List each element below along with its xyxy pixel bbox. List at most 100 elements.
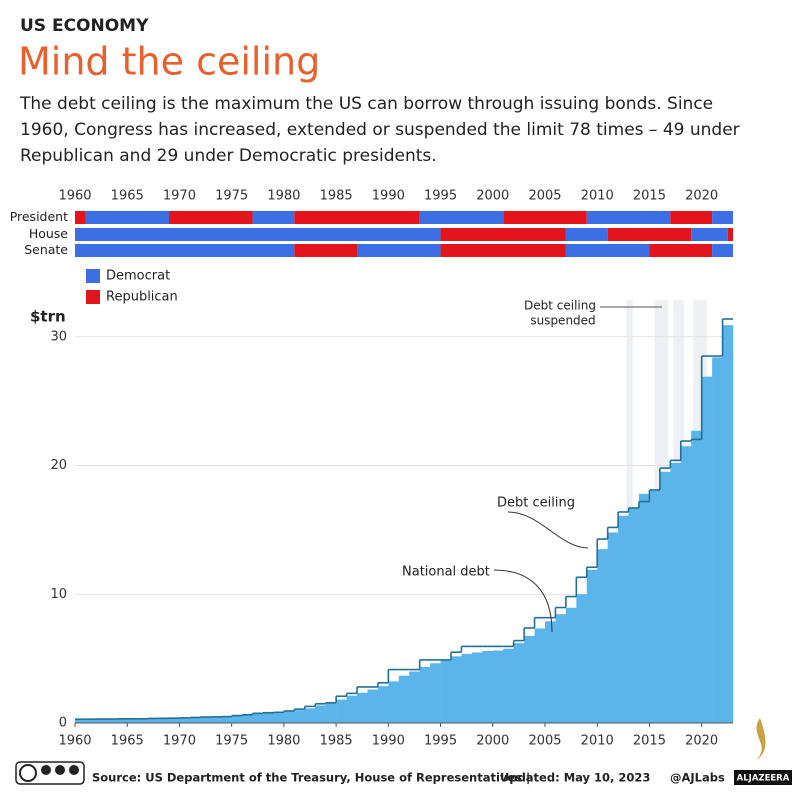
debt-bar <box>680 446 692 723</box>
debt-bar <box>712 357 723 723</box>
row-label: Senate <box>24 242 68 257</box>
debt-bar <box>576 594 588 723</box>
debt-bar <box>95 719 107 723</box>
control-segment <box>85 211 169 224</box>
annotation: suspended <box>530 314 595 328</box>
control-segment <box>419 211 504 224</box>
debt-bar <box>231 716 243 723</box>
control-segment <box>691 228 728 241</box>
debt-bar <box>377 686 389 723</box>
debt-bar <box>336 699 347 723</box>
debt-bar <box>451 656 462 723</box>
x-tick-label: 2005 <box>528 189 561 204</box>
debt-bar <box>221 716 232 723</box>
chart-title: Mind the ceiling <box>18 40 320 84</box>
debt-bar <box>169 718 180 723</box>
debt-bar <box>294 710 306 723</box>
leader-line <box>493 569 553 633</box>
updated: Updated: May 10, 2023 <box>500 771 650 785</box>
debt-bar <box>471 652 483 723</box>
x-tick-label: 2010 <box>581 189 614 204</box>
control-segment <box>357 244 441 257</box>
debt-bar <box>618 515 629 723</box>
debt-bar <box>357 692 368 723</box>
debt-bar <box>503 648 514 723</box>
x-tick-label: 1960 <box>58 734 91 749</box>
control-segment <box>712 244 733 257</box>
debt-bar <box>283 711 295 723</box>
control-segment <box>440 244 566 257</box>
row-label: House <box>29 226 68 241</box>
legend-label: Democrat <box>106 269 170 284</box>
control-segment <box>75 228 441 241</box>
debt-bar <box>367 689 379 723</box>
debt-bar <box>189 717 201 723</box>
y-tick-label: 20 <box>50 458 67 473</box>
x-tick-label: 1985 <box>320 189 353 204</box>
control-segment <box>712 211 733 224</box>
debt-bar <box>461 653 473 723</box>
debt-bar <box>127 718 138 723</box>
x-tick-label: 1965 <box>111 189 144 204</box>
legend-swatch <box>86 269 100 283</box>
control-segment <box>565 244 650 257</box>
debt-bar <box>210 716 222 723</box>
y-axis-label: $trn <box>30 308 66 326</box>
x-tick-label: 2015 <box>633 189 666 204</box>
control-segment <box>503 211 587 224</box>
debt-bar <box>722 325 734 723</box>
x-tick-label: 1965 <box>111 734 144 749</box>
debt-bar <box>649 489 661 723</box>
x-tick-label: 1980 <box>267 734 300 749</box>
debt-bar <box>325 702 337 723</box>
cc-badge <box>15 761 85 785</box>
source: Source: US Department of the Treasury, H… <box>92 771 530 785</box>
control-segment <box>649 244 713 257</box>
x-tick-label: 1970 <box>163 734 196 749</box>
control-segment <box>75 211 86 224</box>
debt-bar <box>628 507 640 723</box>
debt-bar <box>430 663 441 723</box>
debt-bar <box>200 717 212 723</box>
debt-bar <box>534 628 546 723</box>
x-tick-label: 1985 <box>320 734 353 749</box>
x-tick-label: 2010 <box>581 734 614 749</box>
leader-line <box>507 511 589 549</box>
debt-bar <box>116 718 128 723</box>
logo-box <box>734 770 792 785</box>
debt-bar <box>106 719 118 723</box>
control-segment <box>75 244 295 257</box>
x-tick-label: 2020 <box>685 734 718 749</box>
x-tick-label: 2000 <box>476 189 509 204</box>
debt-bar <box>659 471 671 723</box>
debt-bar <box>440 659 452 723</box>
debt-bar <box>482 650 494 723</box>
x-tick-label: 2020 <box>685 189 718 204</box>
debt-bar <box>492 650 504 723</box>
x-tick-label: 1995 <box>424 189 457 204</box>
debt-bar <box>75 719 86 723</box>
x-tick-label: 1975 <box>215 189 248 204</box>
debt-bar <box>607 532 619 723</box>
debt-bar <box>419 666 431 723</box>
row-label: President <box>10 209 68 224</box>
debt-bar <box>545 621 556 723</box>
control-segment <box>440 228 566 241</box>
x-tick-label: 1970 <box>163 189 196 204</box>
x-tick-label: 2005 <box>528 734 561 749</box>
control-segment <box>586 211 671 224</box>
control-segment <box>727 228 733 241</box>
control-segment <box>169 211 253 224</box>
control-segment <box>607 228 692 241</box>
control-segment <box>565 228 608 241</box>
debt-bar <box>586 569 598 723</box>
control-segment <box>294 244 357 257</box>
subtitle: Republican and 29 under Democratic presi… <box>20 146 437 166</box>
y-tick-label: 10 <box>50 587 67 602</box>
debt-bar <box>304 708 316 723</box>
y-tick-label: 30 <box>50 329 67 344</box>
debt-bar <box>388 681 400 723</box>
debt-bar <box>524 635 535 723</box>
subtitle: 1960, Congress has increased, extended o… <box>20 120 740 140</box>
